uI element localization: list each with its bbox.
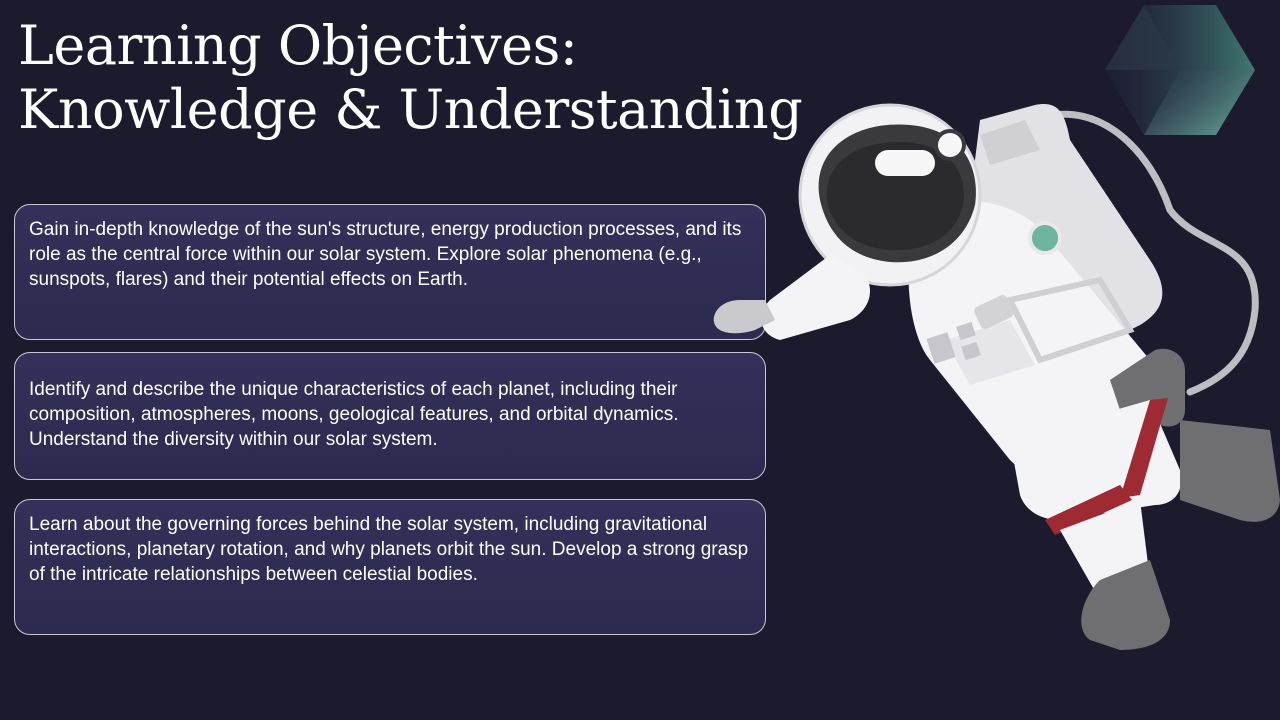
title-line-2: Knowledge & Understanding: [18, 78, 803, 141]
title-line-1: Learning Objectives:: [18, 14, 578, 77]
objective-text-3: Learn about the governing forces behind …: [29, 514, 749, 585]
page-title: Learning Objectives: Knowledge & Underst…: [18, 14, 803, 142]
objective-text-1: Gain in-depth knowledge of the sun's str…: [29, 219, 742, 290]
objective-card-3: Learn about the governing forces behind …: [14, 499, 766, 635]
objective-text-2: Identify and describe the unique charact…: [29, 379, 679, 450]
objective-card-2: Identify and describe the unique charact…: [14, 352, 766, 480]
objective-card-1: Gain in-depth knowledge of the sun's str…: [14, 204, 766, 340]
astronaut-illustration: [713, 5, 1280, 650]
cube-icon: [1105, 5, 1255, 135]
